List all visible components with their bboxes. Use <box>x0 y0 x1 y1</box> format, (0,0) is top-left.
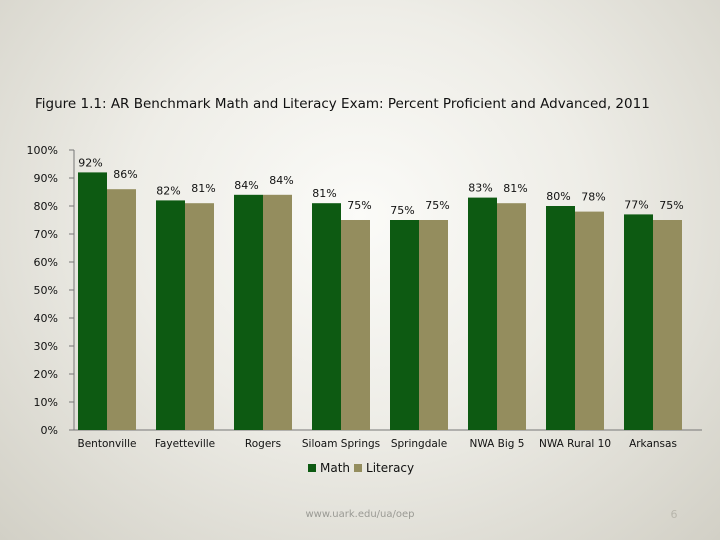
bar-literacy <box>341 220 370 430</box>
bar-literacy <box>419 220 448 430</box>
legend-label-literacy: Literacy <box>366 461 415 475</box>
data-label-math: 82% <box>156 184 180 197</box>
data-label-math: 80% <box>546 190 570 203</box>
y-tick-label: 90% <box>34 172 58 185</box>
data-label-math: 83% <box>468 182 492 195</box>
bar-literacy <box>575 211 604 430</box>
y-tick-label: 20% <box>34 368 58 381</box>
y-tick-label: 80% <box>34 200 58 213</box>
bar-math <box>312 203 341 430</box>
bar-math <box>78 172 107 430</box>
bar-math <box>546 206 575 430</box>
data-label-math: 75% <box>390 204 414 217</box>
data-label-math: 84% <box>234 179 258 192</box>
y-tick-label: 0% <box>41 424 58 437</box>
y-tick-label: 50% <box>34 284 58 297</box>
bar-literacy <box>653 220 682 430</box>
category-label: Bentonville <box>78 438 137 450</box>
data-label-math: 81% <box>312 187 336 200</box>
legend-label-math: Math <box>320 461 351 475</box>
data-label-literacy: 75% <box>425 199 449 212</box>
bar-literacy <box>263 194 292 430</box>
y-tick-label: 100% <box>27 144 58 157</box>
chart-title: Figure 1.1: AR Benchmark Math and Litera… <box>35 96 650 112</box>
data-label-literacy: 86% <box>113 168 137 181</box>
bar-literacy <box>185 203 214 430</box>
bar-math <box>624 214 653 430</box>
category-label: Arkansas <box>629 438 677 450</box>
data-label-math: 92% <box>78 156 102 169</box>
data-label-literacy: 75% <box>659 199 683 212</box>
legend-item-math: Math <box>308 461 350 475</box>
footer-url[interactable]: www.uark.edu/ua/oep <box>305 509 415 520</box>
bar-literacy <box>107 189 136 430</box>
y-tick-label: 60% <box>34 256 58 269</box>
legend-item-literacy: Literacy <box>354 461 414 475</box>
data-label-literacy: 75% <box>347 199 371 212</box>
bar-math <box>234 194 263 430</box>
bar-math <box>156 200 185 430</box>
legend-swatch-math <box>308 464 316 472</box>
category-label: Rogers <box>245 438 281 450</box>
y-tick-label: 70% <box>34 228 58 241</box>
legend-swatch-literacy <box>354 464 363 472</box>
category-label: NWA Rural 10 <box>539 438 611 450</box>
data-label-literacy: 81% <box>191 182 215 195</box>
data-label-literacy: 78% <box>581 191 605 204</box>
legend: Math Literacy <box>308 461 418 475</box>
bar-math <box>390 220 419 430</box>
data-label-literacy: 81% <box>503 182 527 195</box>
page-number: 6 <box>670 508 678 521</box>
category-label: NWA Big 5 <box>470 438 525 450</box>
category-label: Siloam Springs <box>302 438 380 450</box>
data-label-math: 77% <box>624 198 648 211</box>
y-tick-label: 10% <box>34 396 58 409</box>
bar-math <box>468 197 497 430</box>
category-label: Springdale <box>391 438 447 450</box>
y-tick-label: 40% <box>34 312 58 325</box>
category-label: Fayetteville <box>155 438 215 450</box>
data-label-literacy: 84% <box>269 174 293 187</box>
bar-literacy <box>497 203 526 430</box>
y-tick-label: 30% <box>34 340 58 353</box>
